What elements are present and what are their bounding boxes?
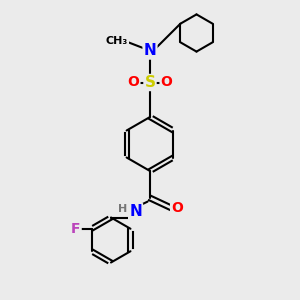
Text: S: S: [145, 75, 155, 90]
Text: F: F: [71, 222, 81, 236]
Text: CH₃: CH₃: [106, 35, 128, 46]
Text: O: O: [128, 76, 140, 89]
Text: O: O: [160, 76, 172, 89]
Text: N: N: [144, 44, 156, 59]
Text: O: O: [171, 202, 183, 215]
Text: N: N: [129, 204, 142, 219]
Text: H: H: [118, 204, 127, 214]
